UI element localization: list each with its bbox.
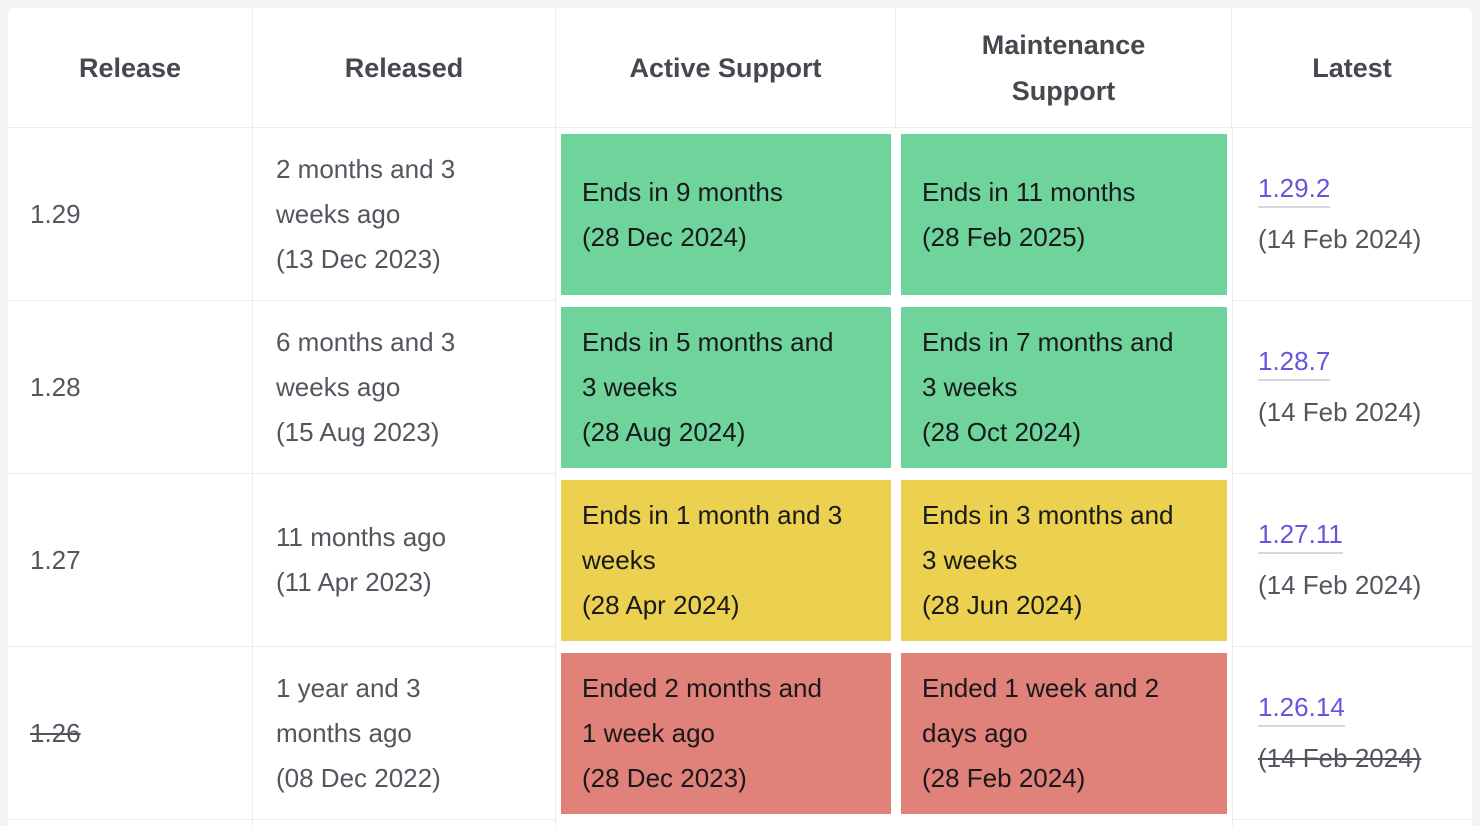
- maintenance-support-badge: Ends in 7 months and 3 weeks (28 Oct 202…: [901, 307, 1227, 468]
- released-cell: 11 months ago (11 Apr 2023): [253, 474, 556, 647]
- release-version: 1.29: [30, 198, 81, 229]
- latest-date: (14 Feb 2024): [1258, 224, 1422, 254]
- released-text: 6 months and 3 weeks ago (15 Aug 2023): [276, 326, 456, 447]
- table-row-partial: [8, 820, 1472, 826]
- latest-date: (14 Feb 2024): [1258, 743, 1422, 773]
- released-text: 11 months ago (11 Apr 2023): [276, 522, 447, 597]
- latest-date: (14 Feb 2024): [1258, 397, 1422, 427]
- release-support-table-card: Release Released Active Support Maintena…: [8, 8, 1472, 826]
- maintenance-support-text: Ends in 11 months (28 Feb 2025): [922, 176, 1136, 252]
- latest-cell: 1.29.2 (14 Feb 2024): [1232, 128, 1472, 301]
- maintenance-support-text: Ends in 3 months and 3 weeks (28 Jun 202…: [922, 500, 1174, 620]
- release-version: 1.28: [30, 371, 81, 402]
- active-support-text: Ends in 1 month and 3 weeks (28 Apr 2024…: [582, 500, 843, 620]
- latest-version-link[interactable]: 1.27.11: [1258, 517, 1343, 554]
- header-release: Release: [8, 8, 253, 128]
- active-support-text: Ends in 5 months and 3 weeks (28 Aug 202…: [582, 327, 834, 447]
- maintenance-support-text: Ended 1 week and 2 days ago (28 Feb 2024…: [922, 673, 1160, 793]
- release-cell: 1.27: [8, 474, 253, 647]
- latest-cell: 1.28.7 (14 Feb 2024): [1232, 301, 1472, 474]
- header-latest: Latest: [1232, 8, 1472, 128]
- active-support-badge: Ends in 1 month and 3 weeks (28 Apr 2024…: [561, 480, 891, 641]
- latest-cell: 1.26.14 (14 Feb 2024): [1232, 647, 1472, 820]
- latest-version-link[interactable]: 1.28.7: [1258, 344, 1331, 381]
- latest-version-link[interactable]: 1.26.14: [1258, 690, 1345, 727]
- header-maintenance-support: Maintenance Support: [896, 8, 1232, 128]
- release-cell: 1.26: [8, 647, 253, 820]
- latest-version-wrap: 1.28.7: [1258, 339, 1331, 384]
- active-support-text: Ended 2 months and 1 week ago (28 Dec 20…: [582, 673, 822, 793]
- table-row: 1.29 2 months and 3 weeks ago (13 Dec 20…: [8, 128, 1472, 301]
- active-support-badge: Ends in 9 months (28 Dec 2024): [561, 134, 891, 295]
- latest-version-wrap: 1.29.2: [1258, 166, 1331, 211]
- maintenance-support-cell: Ends in 11 months (28 Feb 2025): [896, 128, 1232, 301]
- table-row: 1.27 11 months ago (11 Apr 2023) Ends in…: [8, 474, 1472, 647]
- maintenance-support-cell: Ended 1 week and 2 days ago (28 Feb 2024…: [896, 647, 1232, 820]
- header-active-support: Active Support: [556, 8, 896, 128]
- released-cell: 1 year and 3 months ago (08 Dec 2022): [253, 647, 556, 820]
- released-text: 1 year and 3 months ago (08 Dec 2022): [276, 672, 441, 793]
- table-body: 1.29 2 months and 3 weeks ago (13 Dec 20…: [8, 128, 1472, 826]
- released-text: 2 months and 3 weeks ago (13 Dec 2023): [276, 153, 456, 274]
- latest-version-link[interactable]: 1.29.2: [1258, 171, 1331, 208]
- released-cell: 6 months and 3 weeks ago (15 Aug 2023): [253, 301, 556, 474]
- maintenance-support-badge: Ends in 3 months and 3 weeks (28 Jun 202…: [901, 480, 1227, 641]
- table-header: Release Released Active Support Maintena…: [8, 8, 1472, 128]
- active-support-badge: Ended 2 months and 1 week ago (28 Dec 20…: [561, 653, 891, 814]
- header-released: Released: [253, 8, 556, 128]
- release-version: 1.26: [30, 717, 81, 748]
- release-version: 1.27: [30, 544, 81, 575]
- maintenance-support-badge: Ends in 11 months (28 Feb 2025): [901, 134, 1227, 295]
- maintenance-support-cell: Ends in 3 months and 3 weeks (28 Jun 202…: [896, 474, 1232, 647]
- active-support-cell: Ends in 5 months and 3 weeks (28 Aug 202…: [556, 301, 896, 474]
- release-support-table: Release Released Active Support Maintena…: [8, 8, 1472, 826]
- table-row: 1.26 1 year and 3 months ago (08 Dec 202…: [8, 647, 1472, 820]
- active-support-cell: Ends in 9 months (28 Dec 2024): [556, 128, 896, 301]
- active-support-cell: Ended 2 months and 1 week ago (28 Dec 20…: [556, 647, 896, 820]
- active-support-badge: Ends in 5 months and 3 weeks (28 Aug 202…: [561, 307, 891, 468]
- table-row: 1.28 6 months and 3 weeks ago (15 Aug 20…: [8, 301, 1472, 474]
- maintenance-support-badge: Ended 1 week and 2 days ago (28 Feb 2024…: [901, 653, 1227, 814]
- latest-version-wrap: 1.27.11: [1258, 512, 1343, 557]
- released-cell: 2 months and 3 weeks ago (13 Dec 2023): [253, 128, 556, 301]
- active-support-cell: Ends in 1 month and 3 weeks (28 Apr 2024…: [556, 474, 896, 647]
- release-cell: 1.29: [8, 128, 253, 301]
- active-support-text: Ends in 9 months (28 Dec 2024): [582, 176, 783, 252]
- maintenance-support-text: Ends in 7 months and 3 weeks (28 Oct 202…: [922, 327, 1174, 447]
- latest-version-wrap: 1.26.14: [1258, 685, 1345, 730]
- maintenance-support-cell: Ends in 7 months and 3 weeks (28 Oct 202…: [896, 301, 1232, 474]
- latest-date: (14 Feb 2024): [1258, 570, 1422, 600]
- latest-cell: 1.27.11 (14 Feb 2024): [1232, 474, 1472, 647]
- release-cell: 1.28: [8, 301, 253, 474]
